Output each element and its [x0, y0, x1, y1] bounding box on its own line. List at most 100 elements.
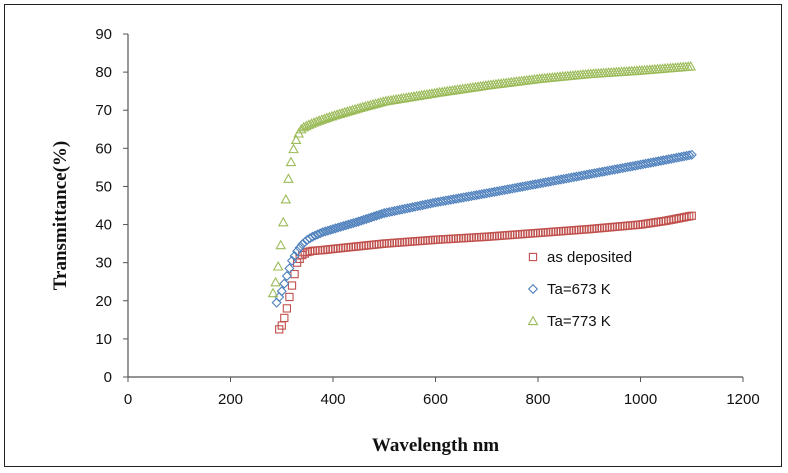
legend-label: Ta=773 K: [547, 313, 611, 330]
data-point: [451, 234, 461, 243]
data-point: [428, 235, 438, 245]
data-point: [459, 233, 468, 243]
data-point: [613, 222, 622, 231]
data-point: [685, 60, 697, 71]
data-point: [284, 263, 295, 274]
data-point: [439, 235, 448, 244]
data-point: [544, 228, 553, 237]
data-point: [503, 231, 512, 240]
data-point: [304, 233, 316, 244]
y-axis-ticks: 0 10 20 30 40 50 60 70 80 90: [95, 26, 128, 386]
data-point: [281, 270, 292, 282]
data-point: [307, 231, 318, 242]
data-point: [272, 260, 284, 271]
data-point: [285, 156, 297, 167]
legend-marker: [527, 315, 539, 326]
data-point: [523, 229, 532, 238]
series-markers: [267, 60, 697, 334]
legend-label: as deposited: [547, 249, 632, 266]
data-point: [603, 223, 612, 232]
data-point: [277, 216, 289, 227]
data-point: [515, 230, 525, 239]
x-axis-ticks: 0 200 400 600 800 1000 1200: [124, 377, 760, 408]
data-point: [592, 224, 602, 233]
data-point: [403, 237, 412, 247]
data-point: [477, 232, 486, 242]
data-point: [288, 143, 299, 154]
data-point: [279, 278, 290, 289]
data-point: [280, 313, 289, 323]
data-point: [333, 222, 344, 233]
data-point: [626, 221, 635, 230]
y-tick-label: 60: [95, 140, 112, 157]
data-point: [395, 238, 404, 247]
data-point: [282, 304, 292, 313]
data-point: [335, 221, 346, 232]
data-point: [686, 149, 697, 160]
data-point: [374, 209, 385, 220]
data-point: [505, 230, 514, 240]
data-point: [382, 239, 391, 248]
data-point: [276, 286, 287, 297]
data-point: [338, 221, 349, 232]
data-point: [500, 231, 509, 240]
data-point: [605, 223, 614, 232]
data-point: [415, 236, 425, 246]
data-point: [549, 227, 558, 236]
data-point: [446, 234, 456, 244]
data-point: [330, 223, 341, 234]
data-point: [358, 214, 369, 225]
data-point: [345, 218, 357, 229]
y-tick-label: 20: [95, 293, 112, 310]
data-point: [608, 222, 617, 232]
x-tick-label: 800: [525, 391, 550, 408]
data-point: [551, 227, 561, 236]
data-point: [426, 236, 435, 245]
data-point: [322, 225, 333, 236]
data-point: [325, 224, 336, 235]
data-point: [408, 237, 417, 246]
data-point: [405, 237, 415, 246]
data-point: [433, 235, 443, 244]
x-tick-label: 600: [423, 391, 448, 408]
data-point: [631, 220, 640, 230]
data-point: [421, 236, 430, 245]
data-point: [449, 234, 458, 243]
data-point: [413, 236, 422, 246]
data-point: [298, 121, 310, 132]
data-point: [267, 287, 279, 298]
data-point: [292, 246, 303, 257]
data-point: [271, 297, 282, 308]
data-point: [368, 211, 380, 222]
data-point: [495, 231, 504, 240]
data-point: [587, 224, 596, 234]
data-point: [487, 232, 497, 241]
data-point: [572, 225, 581, 235]
data-point: [574, 225, 584, 235]
data-point: [376, 208, 387, 220]
data-point: [480, 232, 489, 242]
y-tick-label: 90: [95, 26, 112, 43]
data-point: [623, 221, 632, 230]
data-point: [492, 231, 502, 241]
data-point: [681, 150, 692, 161]
data-point: [366, 212, 377, 223]
data-point: [556, 227, 566, 236]
data-point: [546, 227, 555, 237]
data-point: [518, 229, 527, 239]
data-point: [582, 225, 591, 234]
data-point: [595, 224, 604, 233]
data-point: [538, 228, 548, 237]
data-point: [615, 222, 625, 231]
data-point: [316, 246, 325, 255]
data-point: [467, 233, 476, 242]
data-point: [431, 235, 440, 244]
y-tick-label: 40: [95, 217, 112, 234]
y-tick-label: 0: [104, 369, 112, 386]
data-point: [290, 134, 302, 145]
data-point: [356, 215, 367, 226]
legend-marker: [527, 283, 539, 295]
data-point: [418, 236, 427, 245]
data-point: [361, 213, 372, 225]
data-point: [628, 221, 637, 230]
